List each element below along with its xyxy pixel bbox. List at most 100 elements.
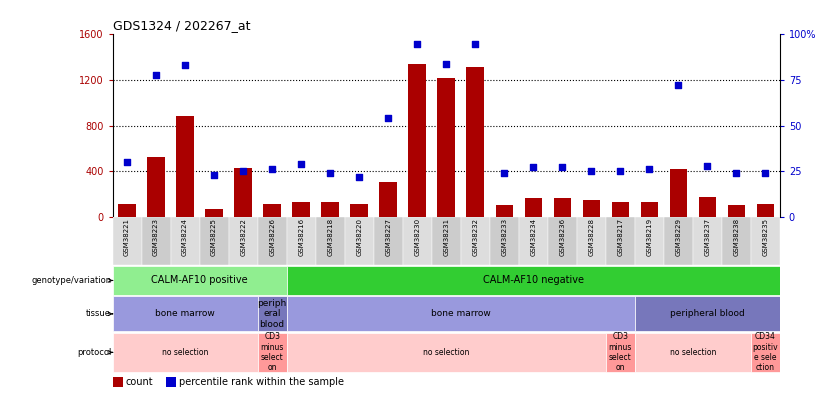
Text: CD3
minus
select
on: CD3 minus select on [609, 332, 632, 373]
Point [585, 168, 598, 174]
Text: GSM38225: GSM38225 [211, 218, 217, 256]
Point [294, 160, 308, 167]
Text: GSM38216: GSM38216 [298, 218, 304, 256]
FancyBboxPatch shape [693, 217, 721, 265]
Text: GSM38228: GSM38228 [588, 218, 595, 256]
Text: GSM38220: GSM38220 [356, 218, 362, 256]
FancyBboxPatch shape [287, 266, 780, 295]
Text: peripheral blood: peripheral blood [670, 309, 745, 318]
FancyBboxPatch shape [664, 217, 693, 265]
Bar [495, 205, 513, 217]
FancyBboxPatch shape [548, 217, 577, 265]
FancyBboxPatch shape [374, 217, 403, 265]
FancyBboxPatch shape [721, 217, 751, 265]
Point [671, 82, 685, 89]
Text: GSM38237: GSM38237 [704, 218, 711, 256]
Text: no selection: no selection [670, 348, 716, 357]
Bar [379, 182, 397, 217]
FancyBboxPatch shape [751, 217, 780, 265]
Text: periph
eral
blood: periph eral blood [258, 299, 287, 329]
Text: bone marrow: bone marrow [155, 309, 215, 318]
Bar [727, 205, 745, 217]
FancyBboxPatch shape [315, 217, 344, 265]
Point [469, 40, 482, 47]
Text: count: count [126, 377, 153, 387]
FancyBboxPatch shape [635, 296, 780, 331]
FancyBboxPatch shape [113, 266, 287, 295]
Text: no selection: no selection [162, 348, 208, 357]
Point [149, 71, 163, 78]
FancyBboxPatch shape [171, 217, 199, 265]
Text: GSM38218: GSM38218 [327, 218, 333, 256]
Text: bone marrow: bone marrow [431, 309, 490, 318]
Text: GSM38226: GSM38226 [269, 218, 275, 256]
Point [265, 166, 279, 173]
Text: genotype/variation: genotype/variation [31, 276, 111, 285]
Bar [293, 202, 310, 217]
Bar [264, 204, 281, 217]
Text: CD3
minus
select
on: CD3 minus select on [260, 332, 284, 373]
Point [208, 172, 221, 178]
FancyBboxPatch shape [403, 217, 432, 265]
Bar [466, 68, 484, 217]
Text: GSM38219: GSM38219 [646, 218, 652, 256]
FancyBboxPatch shape [258, 333, 287, 372]
Text: GSM38221: GSM38221 [124, 218, 130, 256]
Bar [641, 202, 658, 217]
Bar [582, 200, 600, 217]
FancyBboxPatch shape [519, 217, 548, 265]
Text: GSM38222: GSM38222 [240, 218, 246, 256]
Text: GSM38227: GSM38227 [385, 218, 391, 256]
Text: GSM38223: GSM38223 [153, 218, 159, 256]
FancyBboxPatch shape [287, 217, 315, 265]
Text: GSM38230: GSM38230 [414, 218, 420, 256]
Bar [166, 377, 176, 387]
FancyBboxPatch shape [635, 333, 751, 372]
Bar [525, 198, 542, 217]
Point [498, 170, 511, 176]
FancyBboxPatch shape [258, 217, 287, 265]
Point [730, 170, 743, 176]
Text: tissue: tissue [86, 309, 111, 318]
Point [614, 168, 627, 174]
FancyBboxPatch shape [113, 333, 258, 372]
Bar [350, 204, 368, 217]
FancyBboxPatch shape [605, 333, 635, 372]
Text: no selection: no selection [423, 348, 470, 357]
Point [381, 115, 394, 122]
Bar [118, 204, 136, 217]
Text: GSM38232: GSM38232 [472, 218, 478, 256]
Text: GSM38229: GSM38229 [676, 218, 681, 256]
Bar [177, 117, 193, 217]
Bar [756, 204, 774, 217]
Bar [611, 202, 629, 217]
Point [555, 164, 569, 171]
FancyBboxPatch shape [113, 296, 258, 331]
Point [642, 166, 656, 173]
FancyBboxPatch shape [605, 217, 635, 265]
FancyBboxPatch shape [113, 217, 142, 265]
Text: GSM38231: GSM38231 [443, 218, 450, 256]
FancyBboxPatch shape [577, 217, 605, 265]
Point [178, 62, 192, 69]
Text: GSM38234: GSM38234 [530, 218, 536, 256]
Bar [113, 377, 123, 387]
Bar [699, 197, 716, 217]
Point [759, 170, 772, 176]
FancyBboxPatch shape [635, 217, 664, 265]
Point [410, 40, 424, 47]
Text: GSM38235: GSM38235 [762, 218, 768, 256]
Text: CALM-AF10 negative: CALM-AF10 negative [483, 275, 584, 286]
FancyBboxPatch shape [229, 217, 258, 265]
FancyBboxPatch shape [287, 296, 635, 331]
Bar [670, 169, 687, 217]
Bar [409, 64, 426, 217]
Text: GSM38238: GSM38238 [733, 218, 739, 256]
Point [353, 173, 366, 180]
Text: GSM38224: GSM38224 [182, 218, 188, 256]
Bar [234, 168, 252, 217]
FancyBboxPatch shape [199, 217, 229, 265]
Bar [321, 202, 339, 217]
Bar [438, 78, 455, 217]
FancyBboxPatch shape [344, 217, 374, 265]
